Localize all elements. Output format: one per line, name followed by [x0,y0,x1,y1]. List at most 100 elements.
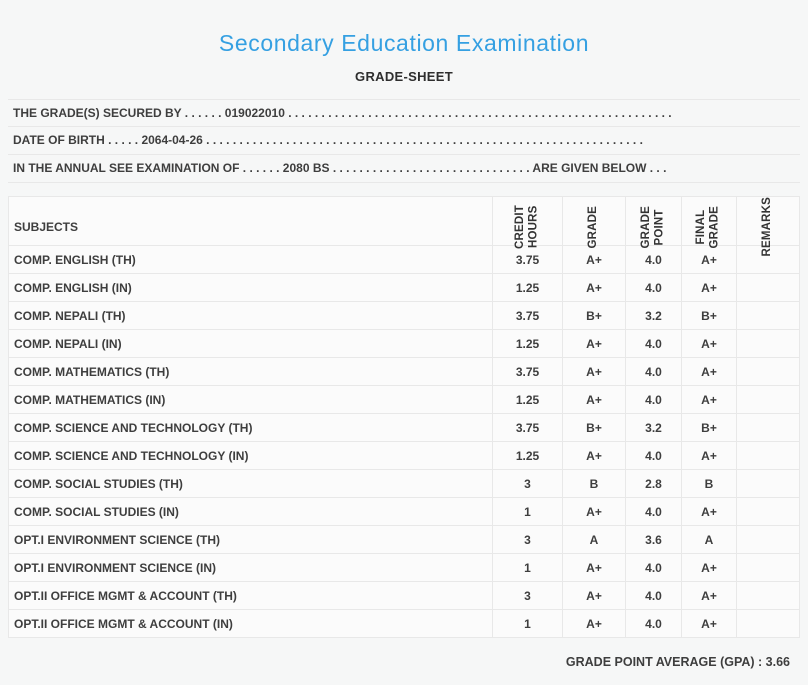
subject-cell: COMP. SCIENCE AND TECHNOLOGY (IN) [14,448,249,463]
subject-cell: COMP. SOCIAL STUDIES (TH) [14,476,183,491]
credit-hours-cell: 3 [492,470,562,497]
credit-hours-cell: 3 [492,582,562,609]
column-header-label: REMARKS [761,197,774,257]
table-row: COMP. MATHEMATICS (TH) 3.75 A+ 4.0 A+ [9,358,799,386]
remarks-cell [736,554,799,581]
remarks-cell [736,526,799,553]
subject-cell: COMP. MATHEMATICS (TH) [14,364,170,379]
remarks-cell [736,274,799,301]
subject-cell: COMP. ENGLISH (TH) [14,252,136,267]
grade-cell: A [562,526,625,553]
table-row: COMP. NEPALI (IN) 1.25 A+ 4.0 A+ [9,330,799,358]
grade-point-cell: 4.0 [625,386,681,413]
remarks-cell [736,442,799,469]
grade-cell: B+ [562,302,625,329]
subject-cell: OPT.I ENVIRONMENT SCIENCE (TH) [14,532,221,547]
grade-cell: B+ [562,414,625,441]
final-grade-cell: B+ [681,302,736,329]
grade-cell: A+ [562,610,625,637]
grade-point-cell: 4.0 [625,582,681,609]
grade-cell: A+ [562,274,625,301]
subject-cell: COMP. SOCIAL STUDIES (IN) [14,504,179,519]
info-line-2: DATE OF BIRTH . . . . . 2064-04-26 . . .… [8,127,800,155]
column-header-remarks: REMARKS [736,197,799,257]
table-body: COMP. ENGLISH (TH) 3.75 A+ 4.0 A+ COMP. ENGLI… [9,246,799,638]
info-line-1: THE GRADE(S) SECURED BY . . . . . . 0190… [8,99,800,127]
remarks-cell [736,498,799,525]
table-row: OPT.II OFFICE MGMT & ACCOUNT (IN) 1 A+ 4.0 A… [9,610,799,638]
grades-table: SUBJECTS CREDIT HOURS GRADE GRADE POINT FIN… [8,196,800,638]
grade-cell: A+ [562,582,625,609]
credit-hours-cell: 3.75 [492,414,562,441]
page-title: Secondary Education Examination [218,30,590,56]
grade-point-cell: 2.8 [625,470,681,497]
credit-hours-cell: 1 [492,498,562,525]
table-row: COMP. SOCIAL STUDIES (IN) 1 A+ 4.0 A+ [9,498,799,526]
grade-point-cell: 4.0 [625,330,681,357]
grade-cell: A+ [562,246,625,273]
final-grade-cell: A+ [681,582,736,609]
grade-cell: A+ [562,330,625,357]
subject-cell: OPT.II OFFICE MGMT & ACCOUNT (IN) [14,616,233,631]
credit-hours-cell: 3.75 [492,302,562,329]
credit-hours-cell: 1.25 [492,442,562,469]
credit-hours-cell: 3 [492,526,562,553]
grade-point-cell: 4.0 [625,246,681,273]
subject-cell: COMP. MATHEMATICS (IN) [14,392,166,407]
remarks-cell [736,582,799,609]
table-row: COMP. SOCIAL STUDIES (TH) 3 B 2.8 B [9,470,799,498]
final-grade-cell: A+ [681,554,736,581]
credit-hours-cell: 3.75 [492,358,562,385]
credit-hours-cell: 1 [492,610,562,637]
column-header-grade: GRADE [562,197,625,257]
subject-cell: COMP. NEPALI (IN) [14,336,122,351]
table-row: COMP. ENGLISH (IN) 1.25 A+ 4.0 A+ [9,274,799,302]
grade-point-cell: 3.6 [625,526,681,553]
page-subtitle: GRADE-SHEET [355,69,453,84]
grade-point-cell: 3.2 [625,414,681,441]
remarks-cell [736,414,799,441]
grade-point-cell: 4.0 [625,442,681,469]
grade-point-cell: 4.0 [625,554,681,581]
final-grade-cell: A+ [681,386,736,413]
credit-hours-cell: 1.25 [492,274,562,301]
column-header-subjects: SUBJECTS [14,219,79,234]
table-row: COMP. NEPALI (TH) 3.75 B+ 3.2 B+ [9,302,799,330]
remarks-cell [736,358,799,385]
gpa-summary: GRADE POINT AVERAGE (GPA) : 3.66 [565,655,790,669]
table-row: COMP. SCIENCE AND TECHNOLOGY (IN) 1.25 A+ 4… [9,442,799,470]
info-line-3: IN THE ANNUAL SEE EXAMINATION OF . . . .… [8,155,800,183]
column-header-label: CREDIT HOURS [513,204,540,249]
table-row: OPT.I ENVIRONMENT SCIENCE (TH) 3 A 3.6 A [9,526,799,554]
table-row: OPT.I ENVIRONMENT SCIENCE (IN) 1 A+ 4.0 A+ [9,554,799,582]
table-row: COMP. MATHEMATICS (IN) 1.25 A+ 4.0 A+ [9,386,799,414]
final-grade-cell: A+ [681,358,736,385]
column-header-final-grade: FINAL GRADE [681,197,736,257]
table-header-row: SUBJECTS CREDIT HOURS GRADE GRADE POINT FIN… [9,196,799,257]
grade-cell: A+ [562,498,625,525]
grade-point-cell: 4.0 [625,358,681,385]
subject-cell: OPT.I ENVIRONMENT SCIENCE (IN) [14,560,217,575]
grade-point-cell: 4.0 [625,274,681,301]
final-grade-cell: A+ [681,442,736,469]
remarks-cell [736,246,799,273]
remarks-cell [736,330,799,357]
grade-point-cell: 4.0 [625,498,681,525]
grade-cell: A+ [562,358,625,385]
table-row: COMP. SCIENCE AND TECHNOLOGY (TH) 3.75 B+ 3… [9,414,799,442]
credit-hours-cell: 1.25 [492,386,562,413]
credit-hours-cell: 3.75 [492,246,562,273]
table-row: OPT.II OFFICE MGMT & ACCOUNT (TH) 3 A+ 4.0 A… [9,582,799,610]
subject-cell: COMP. SCIENCE AND TECHNOLOGY (TH) [14,420,253,435]
subject-cell: COMP. NEPALI (TH) [14,308,126,323]
credit-hours-cell: 1 [492,554,562,581]
column-header-label: GRADE POINT [639,205,666,249]
final-grade-cell: B [681,470,736,497]
table-row: COMP. ENGLISH (TH) 3.75 A+ 4.0 A+ [9,246,799,274]
final-grade-cell: A+ [681,330,736,357]
final-grade-cell: A [681,526,736,553]
column-header-label: GRADE [587,205,600,249]
final-grade-cell: A+ [681,498,736,525]
final-grade-cell: A+ [681,246,736,273]
